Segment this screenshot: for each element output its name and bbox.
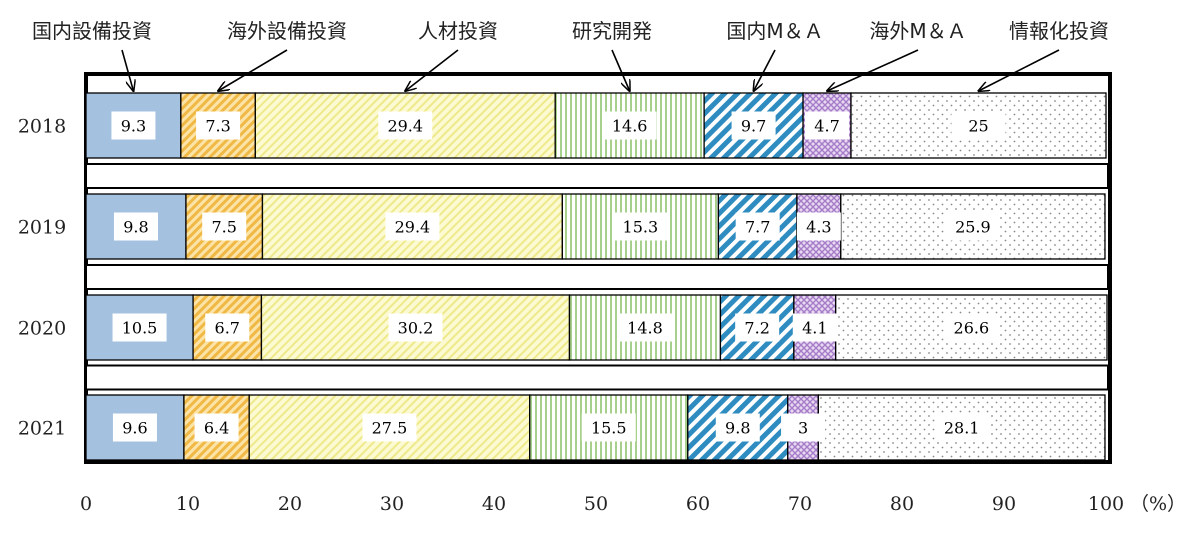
data-label-2019-series-3: 15.3 — [623, 218, 659, 237]
legend-label-series-3: 研究開発 — [572, 19, 652, 43]
data-label-2021-series-6: 28.1 — [944, 419, 980, 438]
category-label-2021: 2021 — [18, 418, 66, 440]
x-tick-label: 10 — [176, 493, 200, 515]
data-label-box-2018-series-0 — [111, 111, 156, 140]
x-axis-unit-label: （%） — [1130, 493, 1186, 515]
x-tick-label: 30 — [380, 493, 404, 515]
data-label-box-2018-series-5 — [805, 111, 850, 140]
row-separator — [85, 264, 1109, 290]
data-label-box-2019-series-5 — [796, 212, 841, 241]
data-label-box-2021-series-6 — [934, 413, 989, 442]
data-label-box-2021-series-0 — [112, 413, 157, 442]
data-label-2021-series-2: 27.5 — [372, 419, 408, 438]
data-label-2020-series-3: 14.8 — [627, 319, 663, 338]
data-label-box-2020-series-2 — [388, 313, 443, 342]
data-label-box-2020-series-1 — [205, 313, 250, 342]
data-label-2019-series-5: 4.3 — [806, 218, 831, 237]
data-label-2019-series-6: 25.9 — [955, 218, 991, 237]
data-label-2018-series-0: 9.3 — [121, 117, 146, 136]
row-separator — [85, 163, 1109, 189]
legend-layer: 国内設備投資 海外設備投資 人材投資 研究開発 国内M＆Ａ 海外M＆Ａ 情報化投資 — [32, 19, 1109, 91]
data-label-2018-series-1: 7.3 — [205, 117, 230, 136]
x-axis-ticks-layer: 0 10 20 30 40 50 60 70 80 90 100 （%） — [80, 493, 1186, 515]
category-label-2018: 2018 — [18, 116, 66, 138]
data-label-2021-series-0: 9.6 — [122, 419, 147, 438]
data-label-box-2021-series-2 — [362, 413, 417, 442]
data-label-2021-series-3: 15.5 — [591, 419, 627, 438]
x-tick-label: 50 — [584, 493, 608, 515]
category-label-2019: 2019 — [18, 217, 66, 239]
data-label-box-2020-series-4 — [735, 313, 780, 342]
data-label-box-2019-series-4 — [735, 212, 780, 241]
x-tick-label: 60 — [686, 493, 710, 515]
data-label-2019-series-0: 9.8 — [123, 218, 148, 237]
data-label-2018-series-6: 25 — [968, 117, 988, 136]
legend-label-series-4: 国内M＆Ａ — [726, 19, 823, 43]
data-label-2020-series-4: 7.2 — [744, 319, 769, 338]
data-label-box-2018-series-3 — [602, 111, 657, 140]
data-label-2020-series-1: 6.7 — [215, 319, 240, 338]
data-label-2019-series-4: 7.7 — [745, 218, 770, 237]
data-label-box-2020-series-6 — [944, 313, 999, 342]
data-label-2021-series-5: 3 — [798, 419, 808, 438]
data-label-2021-series-1: 6.4 — [204, 419, 229, 438]
data-label-2020-series-6: 26.6 — [954, 319, 990, 338]
data-label-box-2020-series-3 — [617, 313, 672, 342]
data-label-box-2019-series-3 — [613, 212, 668, 241]
row-separator — [85, 364, 1109, 391]
data-label-box-2018-series-1 — [196, 111, 241, 140]
data-label-box-2019-series-0 — [113, 212, 158, 241]
data-label-box-2021-series-4 — [715, 413, 760, 442]
data-label-box-2020-series-5 — [792, 313, 837, 342]
segment-labels-layer: 9.3 7.3 29.4 14.6 9.7 4.7 25 9.8 7.5 29.4 15.3 7.7 4… — [111, 111, 1006, 442]
data-label-2020-series-5: 4.1 — [802, 319, 827, 338]
legend-arrow-series-3 — [611, 49, 630, 91]
data-label-box-2019-series-6 — [945, 212, 1000, 241]
data-label-box-2019-series-1 — [202, 212, 247, 241]
legend-arrow-series-6 — [979, 49, 1060, 91]
x-tick-label: 40 — [482, 493, 506, 515]
data-label-box-2019-series-2 — [385, 212, 440, 241]
data-label-2018-series-3: 14.6 — [612, 117, 648, 136]
x-tick-label: 20 — [278, 493, 302, 515]
data-label-2020-series-2: 30.2 — [398, 319, 434, 338]
legend-arrow-series-0 — [121, 49, 133, 91]
data-label-2021-series-4: 9.8 — [725, 419, 750, 438]
x-tick-label: 100 — [1088, 493, 1124, 515]
data-label-box-2021-series-1 — [194, 413, 239, 442]
legend-arrow-series-5 — [827, 49, 919, 91]
data-label-box-2021-series-3 — [581, 413, 636, 442]
data-label-box-2018-series-2 — [378, 111, 433, 140]
data-label-2019-series-2: 29.4 — [395, 218, 431, 237]
legend-label-series-2: 人材投資 — [418, 19, 498, 43]
legend-arrow-series-2 — [405, 49, 459, 91]
x-tick-label: 80 — [890, 493, 914, 515]
bar-segment-2019-series-4 — [717, 193, 798, 260]
data-label-2018-series-4: 9.7 — [741, 117, 766, 136]
data-label-2020-series-0: 10.5 — [122, 319, 158, 338]
data-label-box-2021-series-5 — [781, 413, 826, 442]
x-tick-label: 70 — [788, 493, 812, 515]
legend-label-series-1: 海外設備投資 — [227, 19, 347, 43]
data-label-2019-series-1: 7.5 — [211, 218, 236, 237]
x-tick-label: 90 — [992, 493, 1016, 515]
legend-label-series-5: 海外M＆Ａ — [869, 19, 966, 43]
legend-label-series-0: 国内設備投資 — [32, 19, 152, 43]
category-labels-layer: 2018 2019 2020 2021 — [18, 116, 66, 440]
data-label-2018-series-2: 29.4 — [387, 117, 423, 136]
legend-arrow-series-1 — [218, 49, 288, 91]
data-label-box-2018-series-6 — [951, 111, 1006, 140]
data-label-box-2018-series-4 — [731, 111, 776, 140]
category-label-2020: 2020 — [18, 318, 66, 340]
x-tick-label: 0 — [80, 493, 92, 515]
legend-arrow-series-4 — [754, 49, 776, 91]
data-label-box-2020-series-0 — [112, 313, 167, 342]
legend-label-series-6: 情報化投資 — [1009, 19, 1109, 43]
data-label-2018-series-5: 4.7 — [814, 117, 839, 136]
